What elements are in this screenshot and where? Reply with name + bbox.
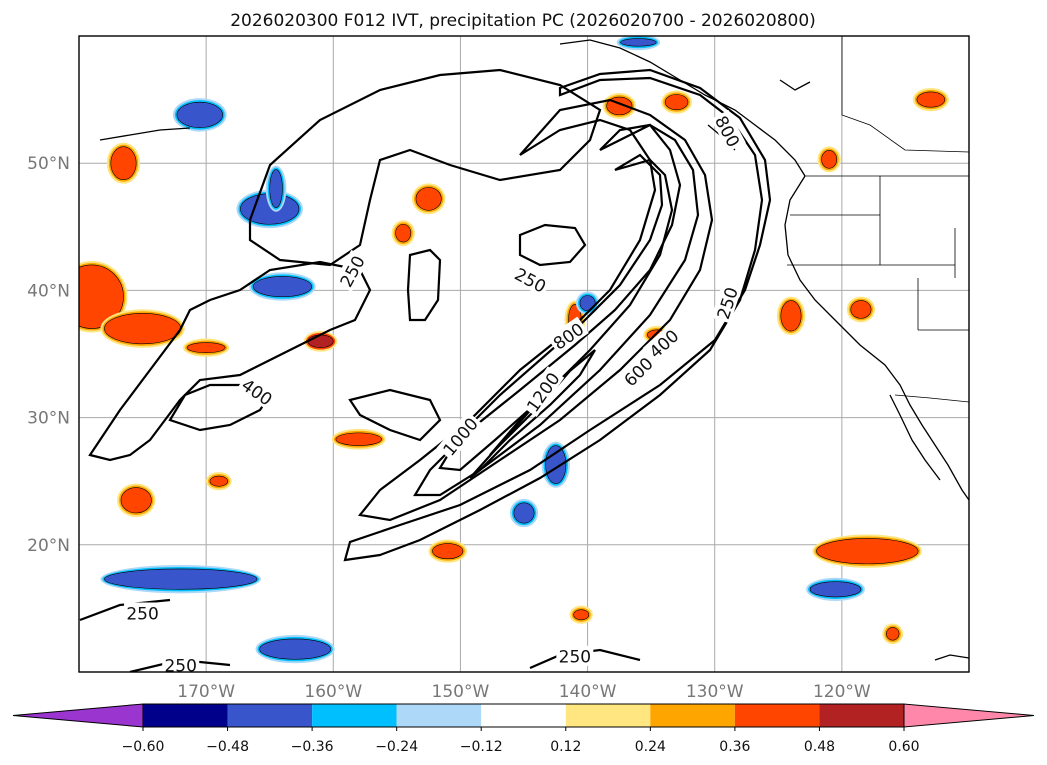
- map-frame: [78, 35, 970, 673]
- contour-label-mask: [547, 316, 589, 355]
- colorbar-tick-label: −0.36: [291, 739, 334, 755]
- precip-feature: [513, 502, 535, 524]
- colorbar-tick-label: 0.60: [888, 739, 919, 755]
- colorbar-segment: [565, 704, 651, 727]
- colorbar-tick-label: −0.48: [206, 739, 249, 755]
- precip-feature: [252, 276, 312, 298]
- precip-feature: [821, 150, 838, 169]
- colorbar-extend-high: [903, 703, 1035, 728]
- contour-label-mask: [436, 411, 483, 461]
- precip-feature: [104, 568, 258, 590]
- colorbar-tick-label: 0.24: [635, 739, 666, 755]
- longitude-label: 120°W: [813, 682, 871, 702]
- precip-feature: [432, 543, 464, 560]
- longitude-label: 150°W: [432, 682, 490, 702]
- precip-feature: [850, 300, 872, 319]
- latitude-labels: 50°N 40°N 30°N 20°N: [27, 154, 70, 556]
- precip-feature: [816, 538, 919, 565]
- precip-feature: [176, 101, 223, 128]
- contour-label-mask: [509, 261, 552, 297]
- precip-feature: [809, 581, 862, 598]
- colorbar-frame: [142, 703, 905, 728]
- precip-feature: [415, 187, 442, 211]
- colorbar-tick-label: −0.60: [122, 739, 165, 755]
- contour-label-mask: [162, 654, 200, 672]
- precip-feature: [209, 475, 229, 487]
- contour-label-mask: [711, 282, 742, 324]
- contour-label-mask: [333, 249, 369, 292]
- latitude-label: 40°N: [27, 281, 70, 301]
- latitude-label: 20°N: [27, 536, 70, 556]
- colorbar-tick-label: 0.36: [719, 739, 750, 755]
- map-background: [79, 36, 969, 672]
- precip-feature: [780, 300, 802, 332]
- colorbar-segment: [650, 704, 735, 727]
- precip-feature: [916, 91, 946, 108]
- precip-feature: [104, 312, 182, 345]
- colorbar-segment: [143, 704, 228, 727]
- precip-feature: [186, 342, 226, 354]
- longitude-label: 140°W: [559, 682, 617, 702]
- precip-feature: [395, 223, 412, 243]
- colorbar-segment: [396, 704, 482, 727]
- precip-feature: [259, 638, 332, 660]
- contour-label-mask: [236, 372, 279, 411]
- precip-feature: [79, 264, 124, 329]
- precipitation-layer: [79, 36, 949, 664]
- precip-feature: [664, 94, 689, 111]
- colorbar-tick-label: −0.24: [375, 739, 418, 755]
- chart-title: 2026020300 F012 IVT, precipitation PC (2…: [230, 11, 816, 31]
- precip-feature: [886, 627, 900, 641]
- longitude-label: 160°W: [304, 682, 362, 702]
- colorbar-segment: [819, 704, 904, 727]
- longitude-label: 130°W: [686, 682, 744, 702]
- contour-label-group: 250: [162, 654, 200, 677]
- precip-feature: [573, 609, 590, 621]
- contour-label: 250: [559, 648, 591, 668]
- contour-label-mask: [556, 645, 594, 666]
- contour-label-mask: [617, 350, 658, 392]
- latitude-label: 30°N: [27, 409, 70, 429]
- precip-feature: [335, 432, 382, 446]
- colorbar-tick-label: −0.12: [460, 739, 503, 755]
- longitude-labels: 170°W 160°W 150°W 140°W 130°W 120°W: [177, 682, 871, 702]
- precip-feature: [579, 295, 596, 312]
- longitude-label: 170°W: [177, 682, 235, 702]
- latitude-label: 50°N: [27, 154, 70, 174]
- contour-label-group: 250: [556, 645, 594, 668]
- contour-label-mask: [124, 602, 162, 623]
- colorbar-segment: [734, 704, 820, 727]
- colorbar-tick-label: 0.12: [550, 739, 581, 755]
- colorbar-segment: [312, 704, 397, 727]
- contour-label-group: 250: [124, 602, 162, 624]
- colorbar: −0.60 −0.48 −0.36 −0.24 −0.12 0.12 0.24 0.36 0.4…: [12, 703, 1035, 755]
- contour-label-mask: [642, 323, 684, 363]
- contour-label-mask: [520, 366, 565, 417]
- colorbar-extend-low: [12, 703, 144, 728]
- state-boundaries: [787, 36, 969, 403]
- contour-label: 250: [126, 604, 158, 624]
- colorbar-segment: [481, 704, 566, 727]
- precip-feature: [307, 334, 334, 348]
- precip-feature: [110, 146, 137, 181]
- precip-feature: [120, 487, 152, 514]
- colorbar-tick-label: 0.48: [804, 739, 835, 755]
- contour-label-mask: [710, 109, 746, 152]
- contour-label: 250: [164, 657, 196, 677]
- precip-feature: [620, 38, 657, 47]
- colorbar-segment: [227, 704, 313, 727]
- precip-feature: [269, 169, 283, 209]
